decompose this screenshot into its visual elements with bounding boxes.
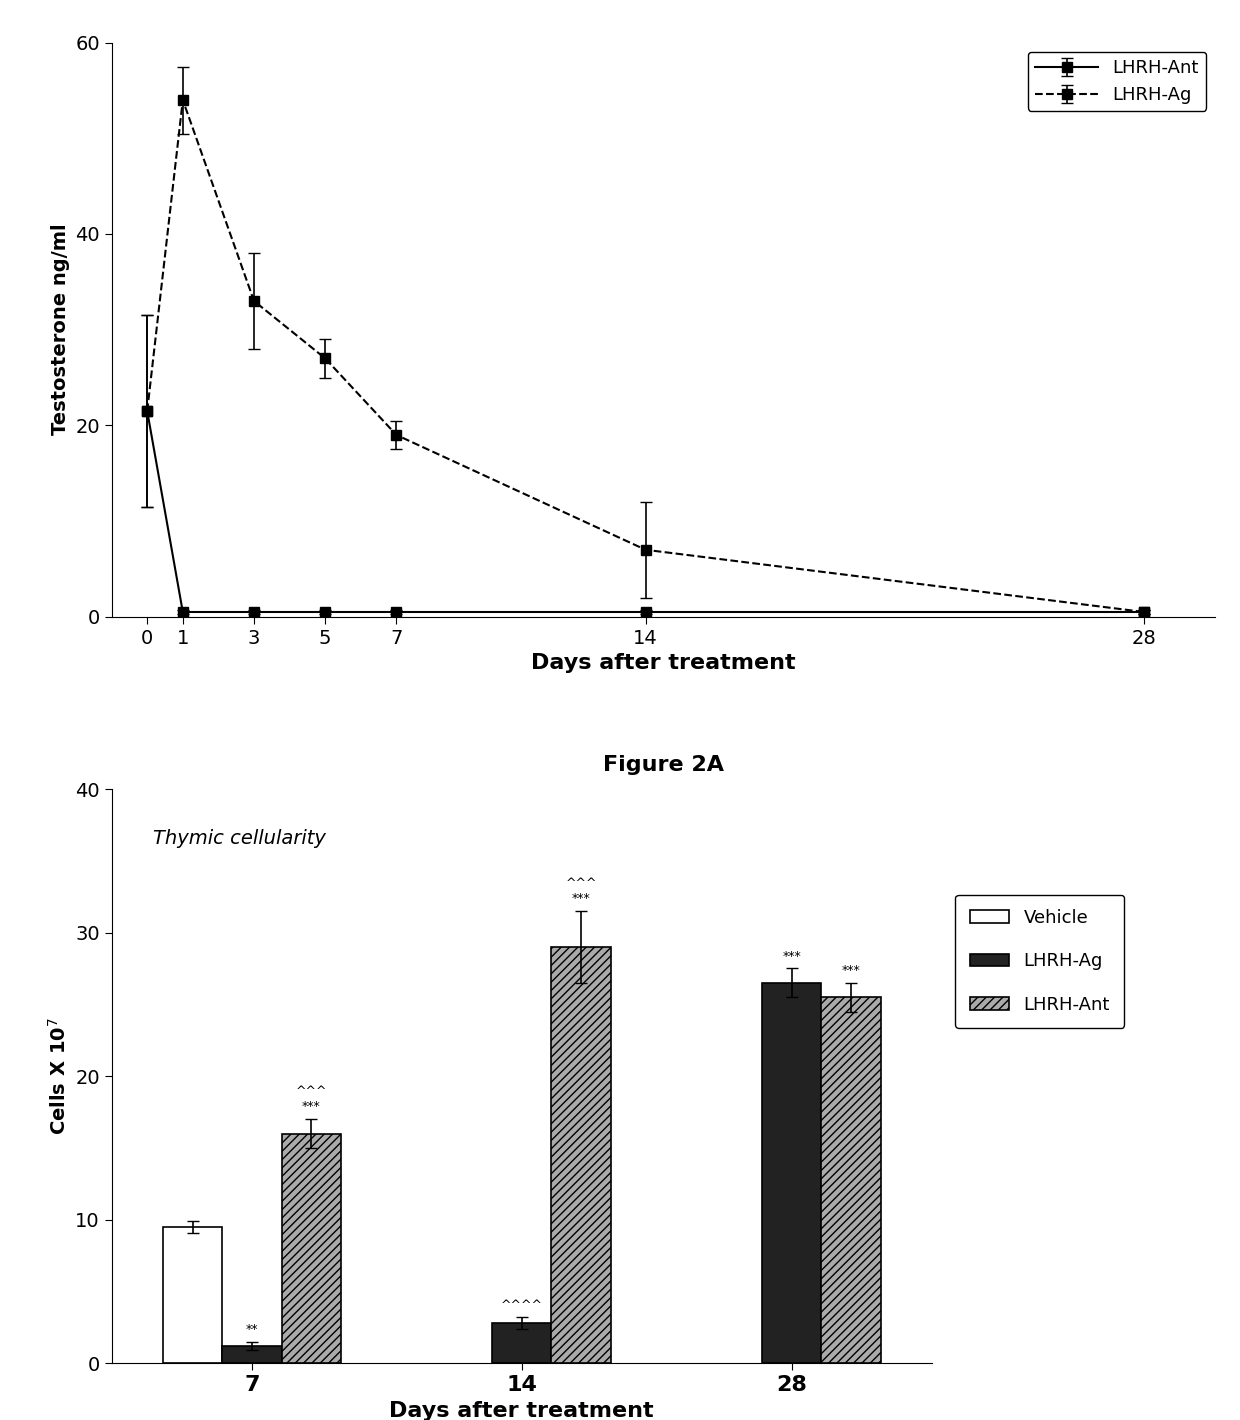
- Bar: [492, 1323, 552, 1363]
- Y-axis label: Testosterone ng/ml: Testosterone ng/ml: [51, 224, 69, 436]
- Text: ^^^^: ^^^^: [501, 1298, 543, 1312]
- Bar: [222, 1346, 281, 1363]
- Text: ^^^
***: ^^^ ***: [295, 1085, 327, 1113]
- Text: ^^^
***: ^^^ ***: [565, 878, 596, 906]
- Bar: [552, 947, 611, 1363]
- Text: **: **: [246, 1323, 258, 1336]
- X-axis label: Days after treatment: Days after treatment: [389, 1400, 653, 1420]
- Bar: [821, 997, 880, 1363]
- Y-axis label: Cells X 10$^7$: Cells X 10$^7$: [47, 1017, 69, 1135]
- Text: ***: ***: [782, 950, 801, 963]
- Bar: [761, 983, 821, 1363]
- Text: Figure 2A: Figure 2A: [603, 754, 724, 774]
- Bar: [162, 1227, 222, 1363]
- X-axis label: Days after treatment: Days after treatment: [531, 653, 796, 673]
- Legend: LHRH-Ant, LHRH-Ag: LHRH-Ant, LHRH-Ag: [1028, 51, 1207, 111]
- Legend: Vehicle, LHRH-Ag, LHRH-Ant: Vehicle, LHRH-Ag, LHRH-Ant: [955, 895, 1125, 1028]
- Text: ***: ***: [842, 964, 861, 977]
- Text: Thymic cellularity: Thymic cellularity: [153, 829, 325, 848]
- Bar: [281, 1133, 341, 1363]
